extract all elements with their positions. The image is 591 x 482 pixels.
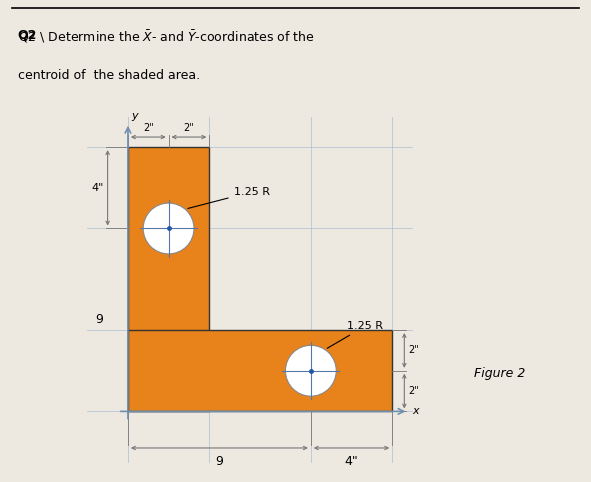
Circle shape <box>285 345 336 396</box>
Text: 9: 9 <box>96 313 103 326</box>
Text: 2": 2" <box>408 346 419 355</box>
Text: 2": 2" <box>143 123 154 134</box>
Text: Q2 \ Determine the $\bar{X}$- and $\bar{Y}$-coordinates of the: Q2 \ Determine the $\bar{X}$- and $\bar{… <box>18 29 314 45</box>
Text: centroid of  the shaded area.: centroid of the shaded area. <box>18 69 200 82</box>
Text: 4": 4" <box>345 455 358 468</box>
Text: 4": 4" <box>91 183 103 193</box>
Text: Q2: Q2 <box>18 29 37 42</box>
Circle shape <box>143 203 194 254</box>
Text: x: x <box>413 406 419 416</box>
Bar <box>128 147 209 412</box>
Text: Figure 2: Figure 2 <box>474 367 525 380</box>
Text: 1.25 R: 1.25 R <box>327 321 384 348</box>
Text: 1.25 R: 1.25 R <box>188 187 269 209</box>
Text: 2": 2" <box>184 123 194 134</box>
Text: 2": 2" <box>408 386 419 396</box>
Text: y: y <box>131 111 138 121</box>
Bar <box>128 330 392 412</box>
Text: 9: 9 <box>216 455 223 468</box>
